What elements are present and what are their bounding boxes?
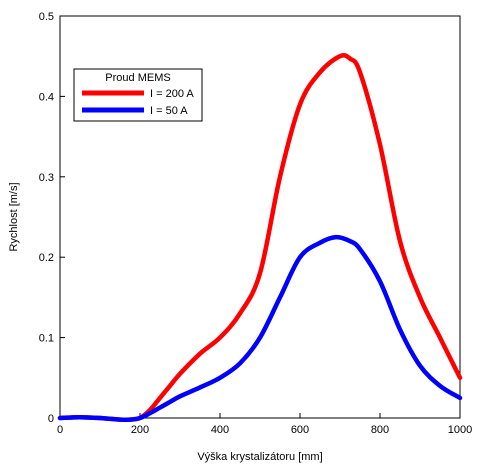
x-tick-label: 400	[211, 424, 229, 436]
y-tick-label: 0.1	[39, 333, 54, 345]
y-tick-label: 0.4	[39, 91, 54, 103]
y-tick-label: 0	[48, 413, 54, 425]
plot-frame	[59, 15, 461, 419]
series-lines	[57, 52, 463, 423]
legend-label-series-2: I = 50 A	[150, 105, 188, 117]
y-tick-label: 0.3	[39, 172, 54, 184]
legend-label-series-1: I = 200 A	[150, 88, 194, 100]
legend-title: Proud MEMS	[105, 72, 170, 84]
x-tick-label: 1000	[448, 424, 472, 436]
y-tick-label: 0.5	[39, 11, 54, 23]
axis-ticks: 0 200 400 600 800 1000 0 0.1 0.2 0.3 0.4 0.5	[39, 11, 473, 436]
x-tick-label: 800	[371, 424, 389, 436]
y-axis-title: Rychlost [m/s]	[8, 182, 20, 251]
x-axis-title: Výška krystalizátoru [mm]	[197, 451, 322, 463]
x-tick-label: 0	[57, 424, 63, 436]
series-line-2	[57, 234, 463, 423]
legend: Proud MEMS I = 200 A I = 50 A	[73, 68, 203, 122]
x-tick-label: 600	[291, 424, 309, 436]
x-tick-label: 200	[131, 424, 149, 436]
y-tick-label: 0.2	[39, 252, 54, 264]
